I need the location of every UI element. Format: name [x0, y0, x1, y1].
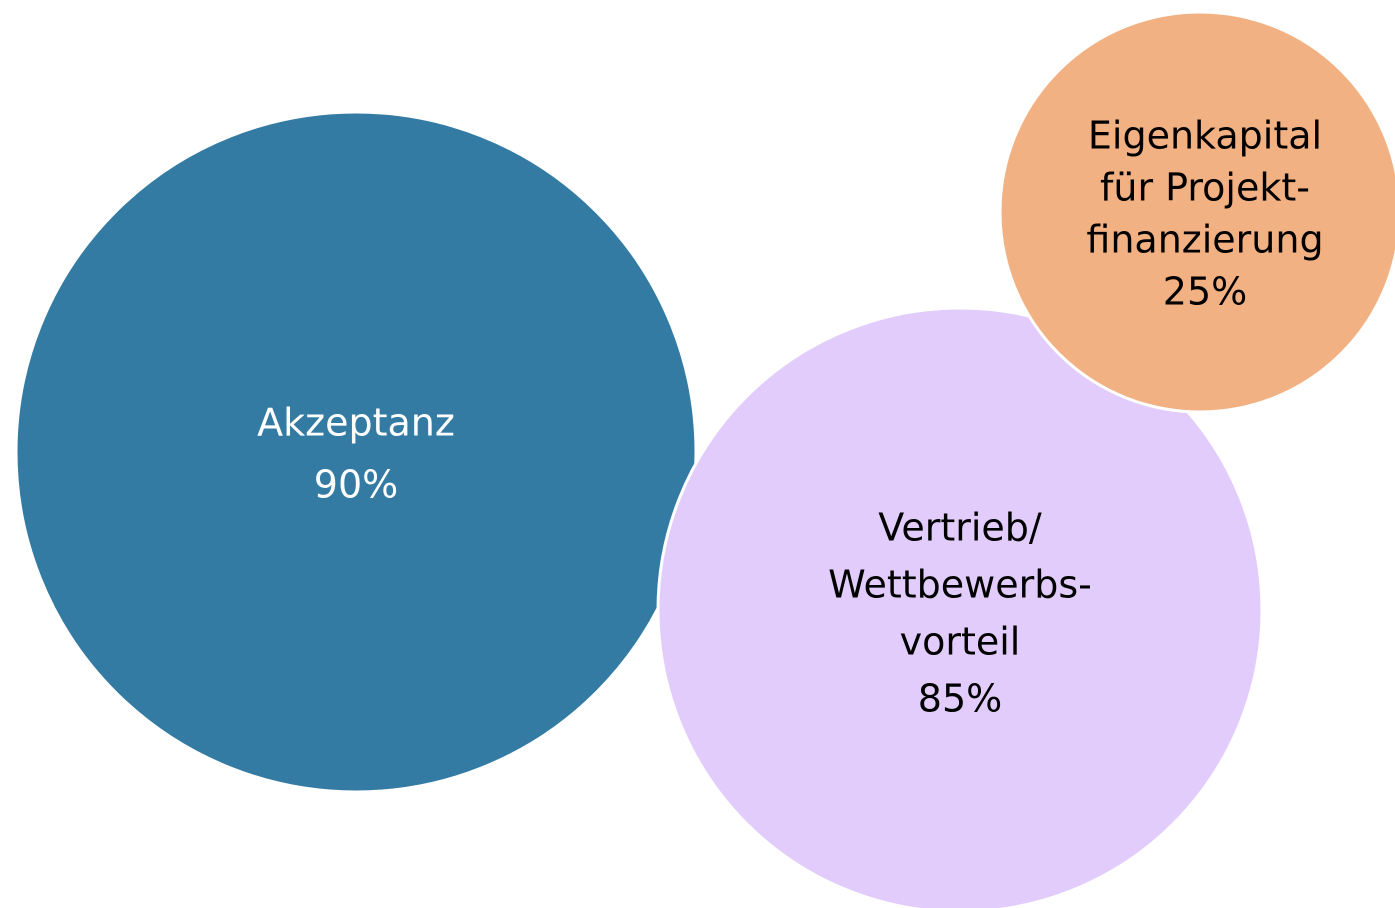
- node-label: Eigenkapital: [1088, 114, 1322, 158]
- node-value: 90%: [314, 463, 398, 507]
- bubble: [14, 110, 698, 794]
- node-label: für Projekt-: [1100, 166, 1310, 210]
- node-label: Akzeptanz: [257, 401, 455, 445]
- labels: Akzeptanz 90% Vertrieb/Wettbewerbs-vorteil…: [257, 114, 1323, 721]
- bubble: [656, 306, 1264, 908]
- node-label: Vertrieb/: [878, 506, 1042, 550]
- node-label: finanzierung: [1086, 218, 1323, 262]
- bubble: [998, 10, 1395, 414]
- node-value: 85%: [918, 677, 1002, 721]
- node-label: vorteil: [900, 620, 1021, 664]
- node-value: 25%: [1163, 270, 1247, 314]
- node-label: Wettbewerbs-: [828, 563, 1092, 607]
